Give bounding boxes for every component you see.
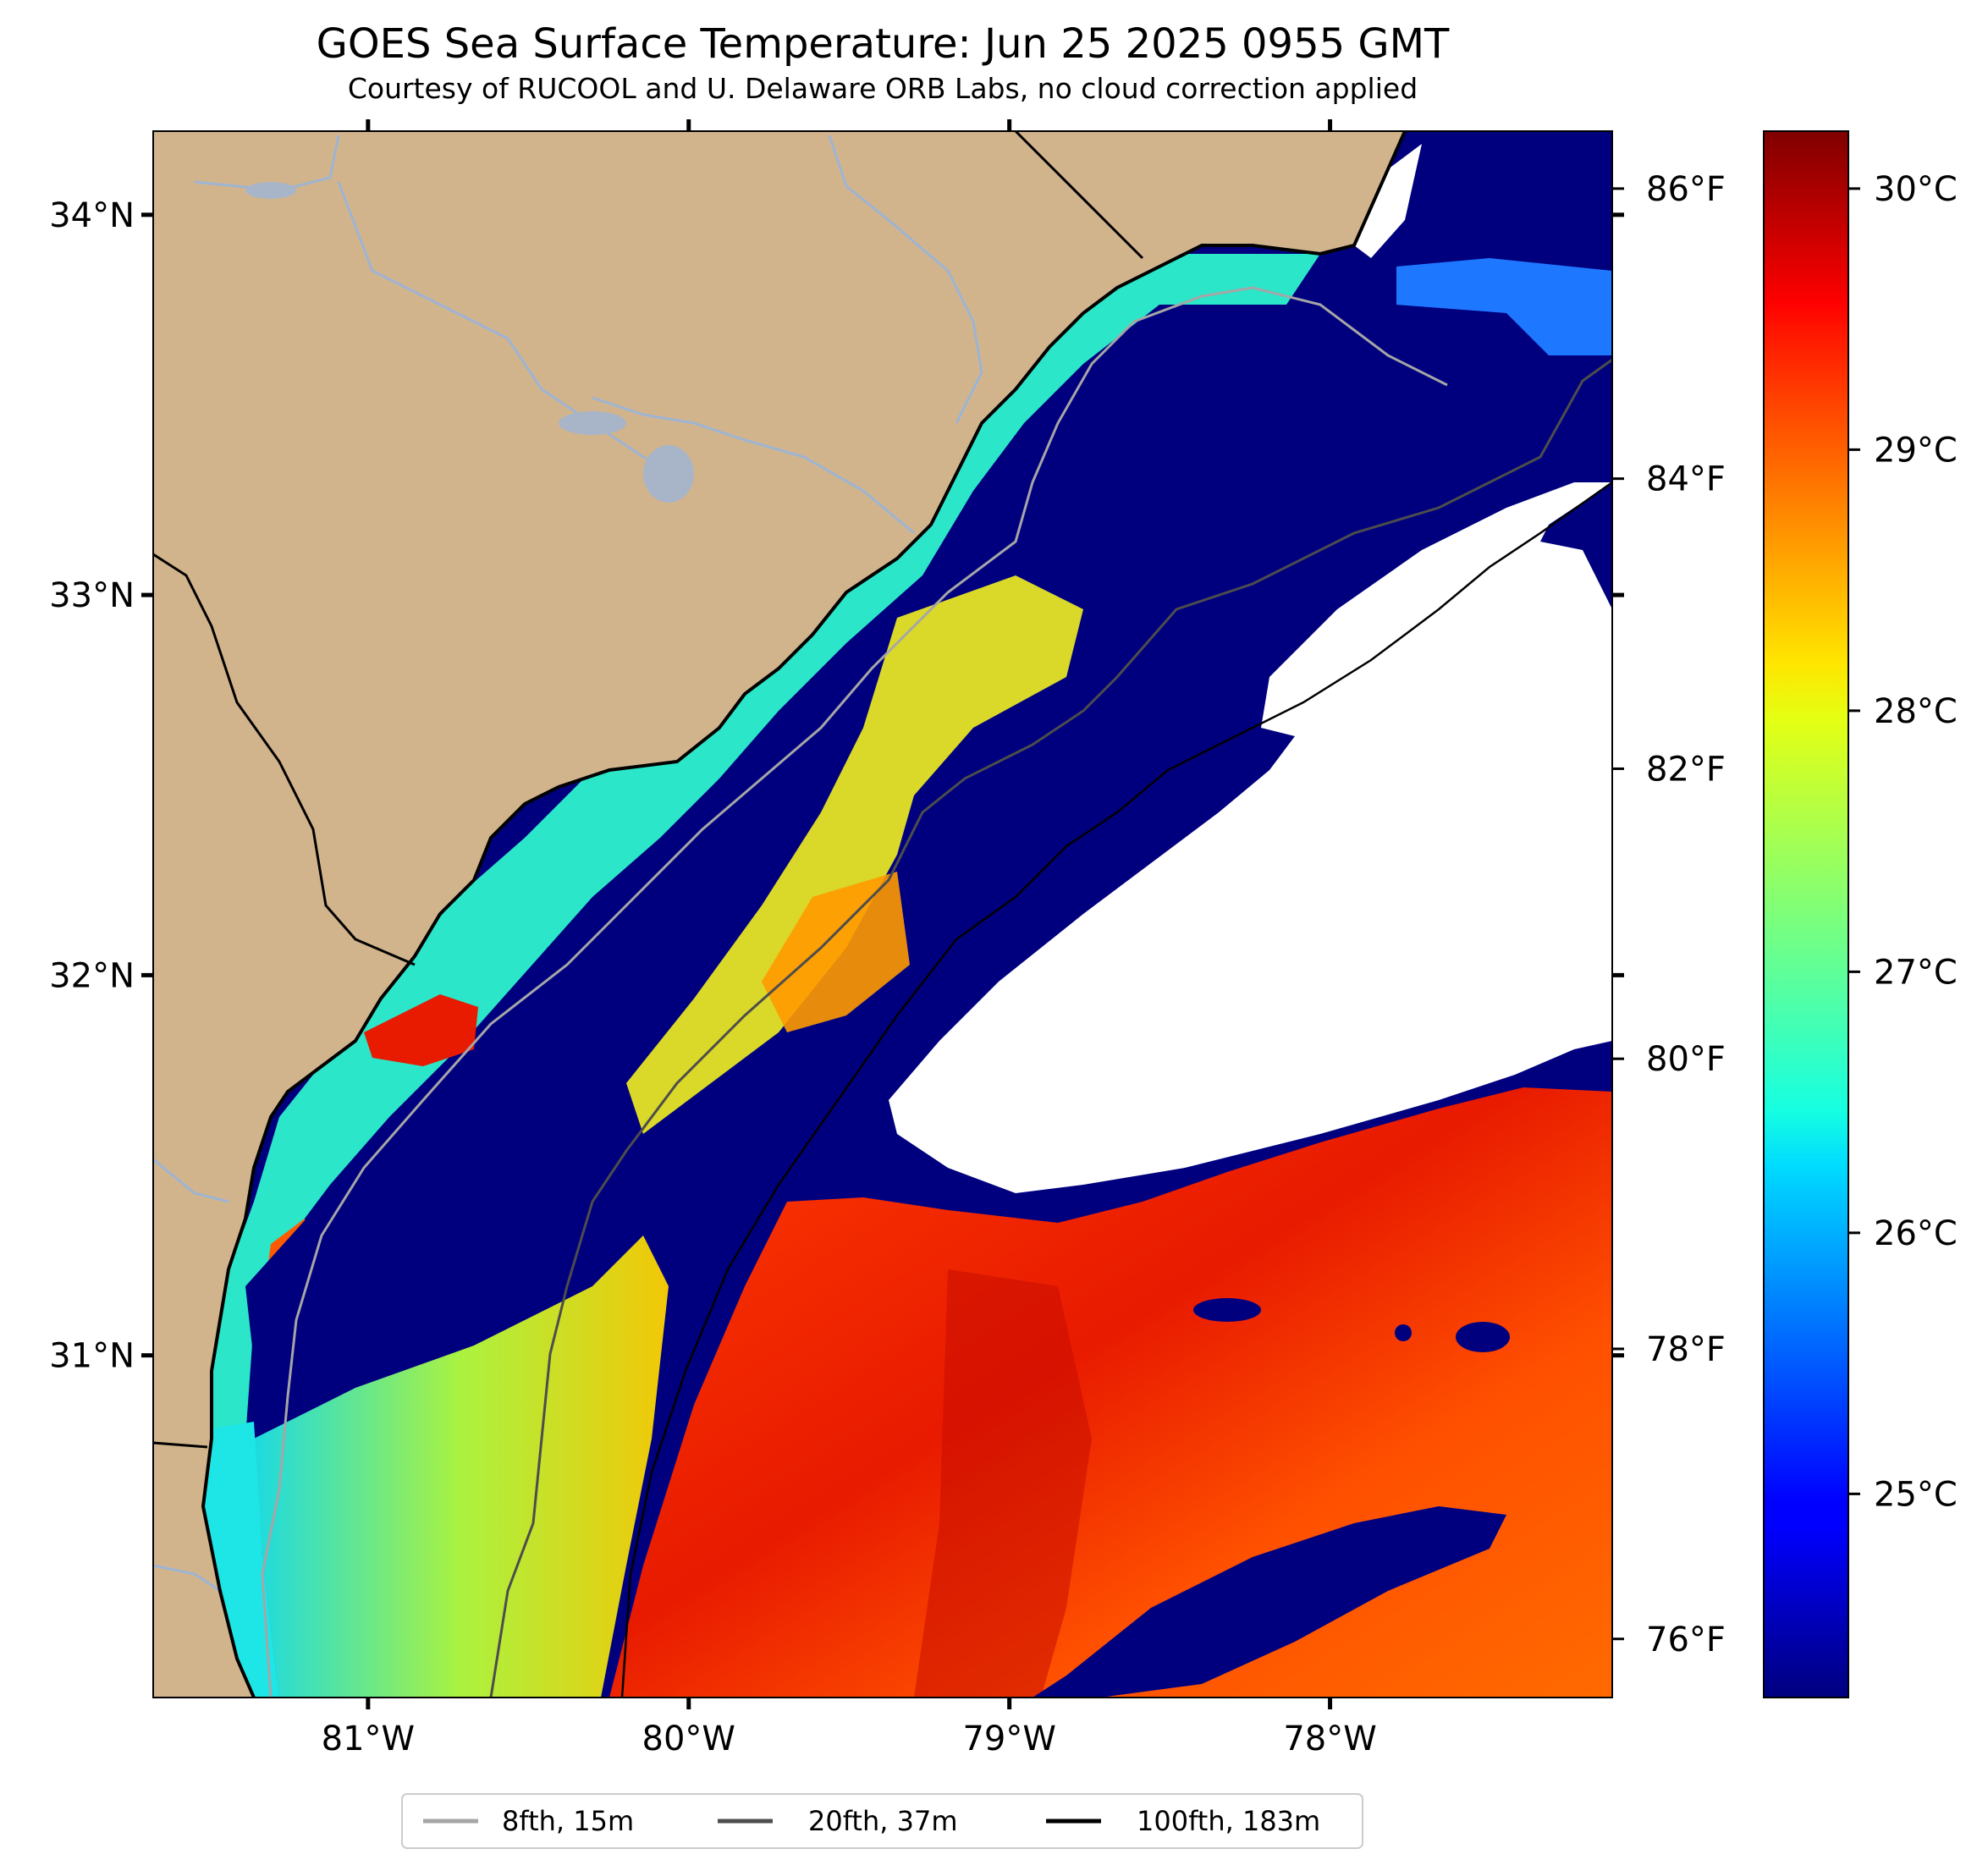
celsius-tick-label: 29°C [1874,431,1958,470]
state-borders [153,131,1144,1449]
celsius-tick-label: 30°C [1874,170,1958,209]
fahrenheit-ticks: 76°F 78°F 80°F 82°F 84°F 86°F [1612,170,1726,1659]
latitude-ticks: 34°N 33°N 32°N 31°N [49,196,1624,1376]
lon-tick-label: 80°W [642,1720,735,1758]
isobath-8fth [261,286,1448,1698]
map-frame [152,130,1613,1698]
colorbar-scale [1763,130,1849,1698]
lake-marion [643,445,694,503]
cold-eddy-small-1 [1193,1298,1261,1322]
fahrenheit-tick-label: 86°F [1646,170,1726,209]
legend-label-8fth: 8fth, 15m [502,1805,634,1837]
lon-tick-label: 79°W [962,1720,1055,1758]
lake-north [245,182,296,199]
celsius-tick-label: 27°C [1874,953,1958,992]
lon-tick-label: 81°W [322,1720,415,1758]
fahrenheit-tick-label: 80°F [1646,1040,1726,1079]
celsius-tick-label: 28°C [1874,692,1958,731]
nearshore-red-patch-1 [364,994,478,1066]
shelf-yellow-tongue [626,575,1083,1134]
fahrenheit-tick-label: 84°F [1646,460,1726,499]
lon-tick-label: 78°W [1283,1720,1376,1758]
celsius-tick-label: 25°C [1874,1475,1958,1514]
fahrenheit-tick-label: 76°F [1646,1621,1726,1659]
gulf-stream-core [914,1269,1092,1698]
lat-tick-label: 32°N [49,956,135,995]
fahrenheit-tick-label: 82°F [1646,750,1726,789]
cold-eddy-southeast [1033,1506,1506,1698]
isobath-100fth [620,481,1612,1698]
cold-eddy-small-2 [1456,1322,1510,1352]
cold-eddy-small-3 [1395,1324,1412,1341]
land-southeast-us [153,131,1405,1698]
legend-label-100fth: 100fth, 183m [1137,1805,1320,1837]
shelf-orange-patch [762,872,910,1032]
offshore-cold-strip [1540,482,1612,609]
map-title: GOES Sea Surface Temperature: Jun 25 202… [317,20,1450,68]
lat-tick-label: 34°N [49,196,135,235]
isobath-20fth [489,358,1612,1698]
mid-shelf-cold-intrusion [245,728,846,1362]
south-yellow-shelf [254,1235,669,1698]
legend-label-20fth: 20fth, 37m [808,1805,957,1837]
longitude-ticks: 81°W 80°W 79°W 78°W [322,119,1377,1758]
isobath-legend: 8fth, 15m 20fth, 37m 100fth, 183m [401,1793,1363,1849]
map-subtitle: Courtesy of RUCOOL and U. Delaware ORB L… [348,72,1418,105]
northeast-cyan-filament [1396,258,1612,355]
coastline [201,131,1407,1698]
barrier-island-gap [1354,144,1422,258]
lat-tick-label: 31°N [49,1337,135,1376]
lake-moultrie [559,411,626,435]
no-data-cloud-region [889,482,1612,1193]
map-area [153,131,1612,1698]
legend-box [401,1793,1363,1849]
fahrenheit-tick-label: 78°F [1646,1330,1726,1369]
rivers [153,135,983,1593]
celsius-tick-label: 26°C [1874,1214,1958,1253]
lat-tick-label: 33°N [49,576,135,615]
celsius-ticks: 25°C 26°C 27°C 28°C 29°C 30°C [1848,170,1958,1514]
